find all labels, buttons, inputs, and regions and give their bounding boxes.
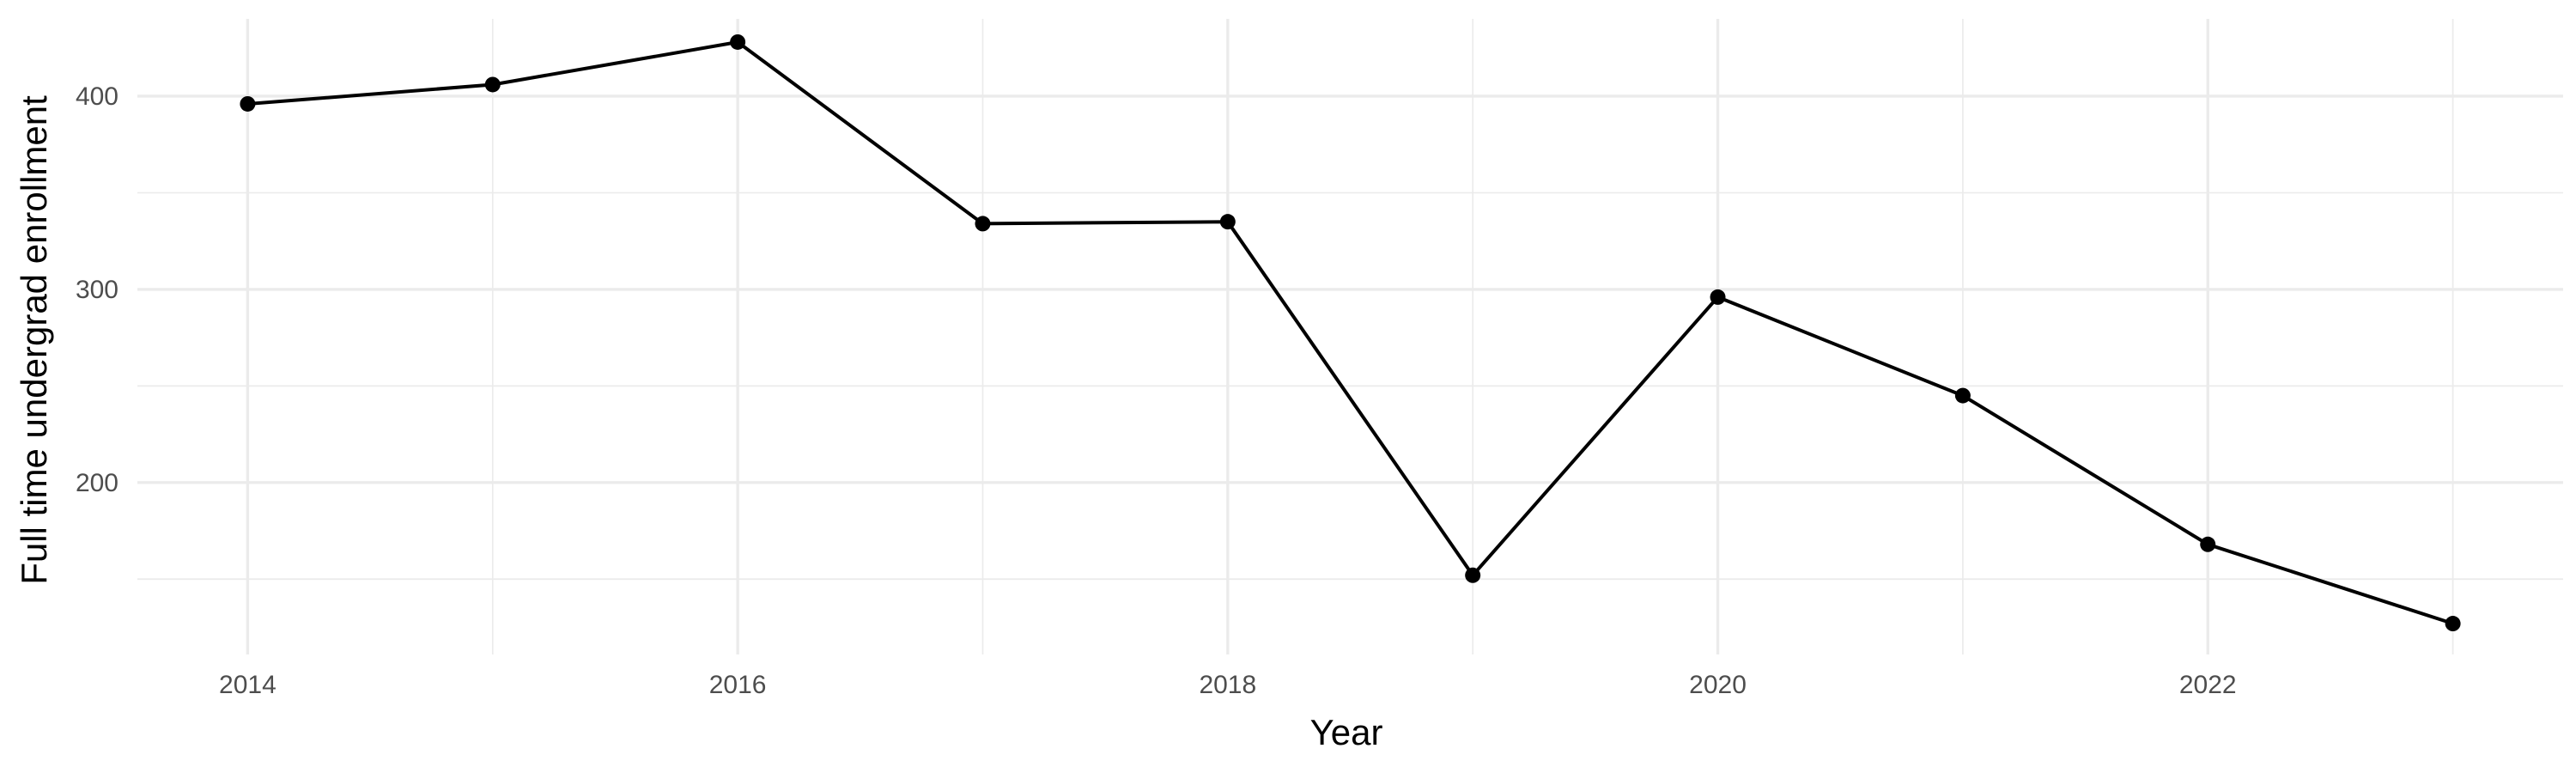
data-point: [1219, 214, 1236, 230]
data-point: [2445, 616, 2461, 632]
y-axis-ticks: 200 300 400: [76, 82, 118, 497]
y-tick-label: 200: [76, 469, 118, 497]
gridlines: [137, 19, 2563, 654]
data-points: [240, 33, 2461, 632]
data-point: [2200, 536, 2216, 552]
series-layer: [247, 40, 2454, 625]
y-axis-title: Full time undergrad enrollment: [14, 95, 54, 585]
data-point: [975, 216, 991, 232]
x-tick-label: 2014: [219, 671, 276, 699]
x-tick-label: 2022: [2179, 671, 2237, 699]
x-tick-label: 2020: [1689, 671, 1747, 699]
data-point: [1954, 387, 1971, 404]
x-tick-label: 2018: [1199, 671, 1256, 699]
data-point: [1710, 289, 1726, 305]
y-tick-label: 400: [76, 82, 118, 111]
x-axis-ticks: 2014 2016 2018 2020 2022: [219, 671, 2237, 699]
data-point: [484, 76, 501, 93]
x-axis-title: Year: [1310, 712, 1383, 752]
x-tick-label: 2016: [709, 671, 767, 699]
series-line: [247, 40, 2454, 625]
data-point: [730, 33, 746, 50]
y-tick-label: 300: [76, 276, 118, 304]
data-point: [240, 95, 256, 112]
data-point: [1465, 567, 1481, 583]
